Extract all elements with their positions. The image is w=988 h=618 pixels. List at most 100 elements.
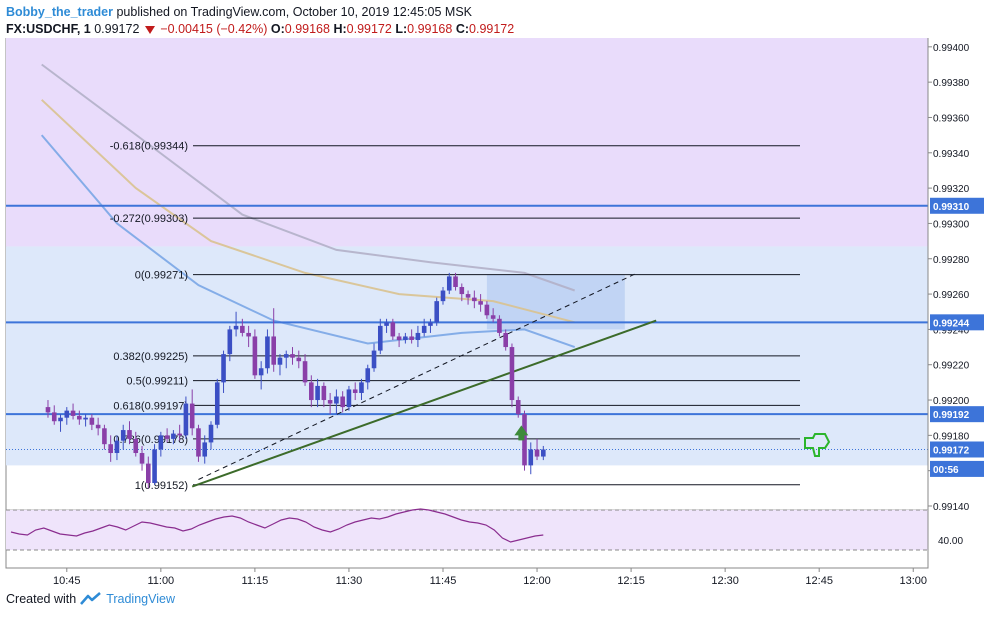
candle-body--10 (146, 463, 151, 484)
candle-body-33 (415, 332, 421, 340)
candle-body-10 (271, 336, 276, 365)
candle-body-20 (334, 396, 339, 404)
trendline-solid (191, 319, 657, 488)
candle-body-35 (428, 322, 433, 326)
created-with-text: Created with (6, 592, 77, 606)
last-price: 0.99172 (94, 22, 140, 36)
y-tick-label-5: 0.99300 (933, 219, 970, 230)
candle-body-25 (365, 368, 371, 383)
x-tick-label-5: 12:00 (523, 575, 551, 587)
thumbs-down-icon (804, 432, 831, 457)
candle-body-38 (446, 276, 452, 291)
candle-body-49 (515, 400, 521, 415)
x-tick-label-2: 11:15 (242, 575, 269, 587)
chart-header: Bobby_the_trader published on TradingVie… (6, 4, 906, 38)
candle-body-22 (346, 389, 352, 408)
price-tag-1: 0.99244 (933, 318, 970, 329)
candle-body--19 (89, 417, 95, 425)
candle-body--5 (177, 433, 182, 436)
price-tag-bg-4 (930, 460, 984, 477)
trendlines (191, 272, 657, 488)
fib-label-0: -0.618(0.99344) (110, 141, 188, 153)
rsi-tick-label-0: 40.00 (938, 536, 963, 547)
candle-body-52 (534, 449, 540, 457)
candles (45, 272, 546, 489)
candle-body-18 (321, 385, 327, 401)
candle-body-53 (541, 449, 546, 457)
down-arrow-icon (144, 25, 155, 34)
time-axis[interactable]: 10:45 11:00 11:15 11:30 11:45 12:00 12:15 12:30… (6, 567, 928, 587)
candle-body--11 (139, 453, 145, 464)
candle-body-48 (509, 347, 515, 401)
candle-body--1 (202, 442, 208, 457)
close-label: C: (455, 22, 470, 36)
moving-averages (40, 63, 576, 349)
price-tag-2: 0.99192 (933, 410, 970, 421)
y-tick-label-0: 0.99400 (933, 43, 970, 54)
candle-body-23 (352, 389, 358, 393)
low-label: L: (395, 22, 408, 36)
candle-body--4 (183, 403, 189, 436)
candle-body-3 (227, 329, 233, 355)
ohlc-line: FX:USDCHF, 1 0.99172 −0.00415 (−0.42%) O… (6, 21, 906, 38)
fib-label-3: 0.382(0.99225) (113, 351, 188, 363)
signal-marks (514, 425, 831, 457)
candle-body-32 (409, 336, 414, 340)
price-tag-bg-2 (930, 406, 984, 423)
fib-label-5: 0.618(0.99197) (113, 400, 188, 412)
candle-body-4 (233, 325, 239, 330)
candle-body--8 (158, 435, 164, 450)
candle-body-41 (465, 294, 471, 298)
candle-body--15 (114, 440, 120, 454)
fib-label-7: 1(0.99152) (135, 480, 188, 492)
tradingview-link[interactable]: TradingView (106, 592, 175, 606)
x-tick-label-6: 12:15 (617, 575, 645, 587)
candle-body--22 (70, 410, 76, 416)
price-axis[interactable]: 0.99400 0.99380 0.99360 0.99340 0.99320 0.993… (927, 38, 984, 568)
price-tag-bg-0 (930, 197, 984, 214)
candle-body-9 (265, 336, 270, 369)
candle-body-2 (221, 354, 226, 383)
candle-body--7 (164, 435, 170, 439)
candle-body--18 (95, 424, 101, 429)
x-tick-label-1: 11:00 (147, 575, 174, 587)
candle-body--24 (58, 417, 63, 422)
x-tick-label-9: 13:00 (899, 575, 927, 587)
candle-body-51 (528, 449, 534, 466)
candle-body-36 (434, 301, 440, 323)
candle-body--12 (133, 438, 139, 454)
high-value: 0.99172 (346, 22, 392, 36)
candle-body-45 (490, 315, 496, 319)
close-value: 0.99172 (469, 22, 515, 36)
price-tag-3: 0.99172 (933, 445, 970, 456)
candle-body--26 (45, 407, 51, 413)
author-link[interactable]: Bobby_the_trader (6, 5, 113, 19)
footer: Created with TradingView (6, 592, 175, 606)
x-tick-label-4: 11:45 (430, 575, 457, 587)
candle-body-29 (390, 322, 396, 337)
publish-line: Bobby_the_trader published on TradingVie… (6, 4, 906, 21)
candle-body-24 (359, 382, 364, 393)
x-tick-label-3: 11:30 (336, 575, 363, 587)
candle-body-11 (277, 357, 283, 365)
ma-gray-line (41, 63, 576, 292)
rsi-band (6, 510, 928, 550)
candle-body-37 (440, 290, 446, 302)
price-chart[interactable]: -0.618(0.99344) -0.272(0.99303) 0(0.99271)… (0, 38, 988, 590)
ma-tan-line (41, 99, 575, 324)
y-tick-label-8: 0.99240 (933, 325, 970, 336)
candle-body-26 (371, 350, 377, 369)
x-tick-label-7: 12:30 (711, 575, 739, 587)
candle-body--9 (152, 449, 157, 484)
candle-body-40 (459, 287, 465, 295)
symbol-label[interactable]: FX:USDCHF, 1 (6, 22, 91, 36)
candle-body--25 (51, 412, 57, 422)
candle-body-44 (484, 304, 490, 316)
candle-body-43 (478, 301, 483, 305)
candle-body-7 (252, 336, 258, 376)
candle-body-39 (453, 276, 458, 288)
candle-body--23 (64, 410, 70, 418)
candle-body-27 (377, 325, 383, 351)
y-tick-label-1: 0.99380 (933, 78, 970, 89)
candle-body-42 (472, 297, 477, 302)
